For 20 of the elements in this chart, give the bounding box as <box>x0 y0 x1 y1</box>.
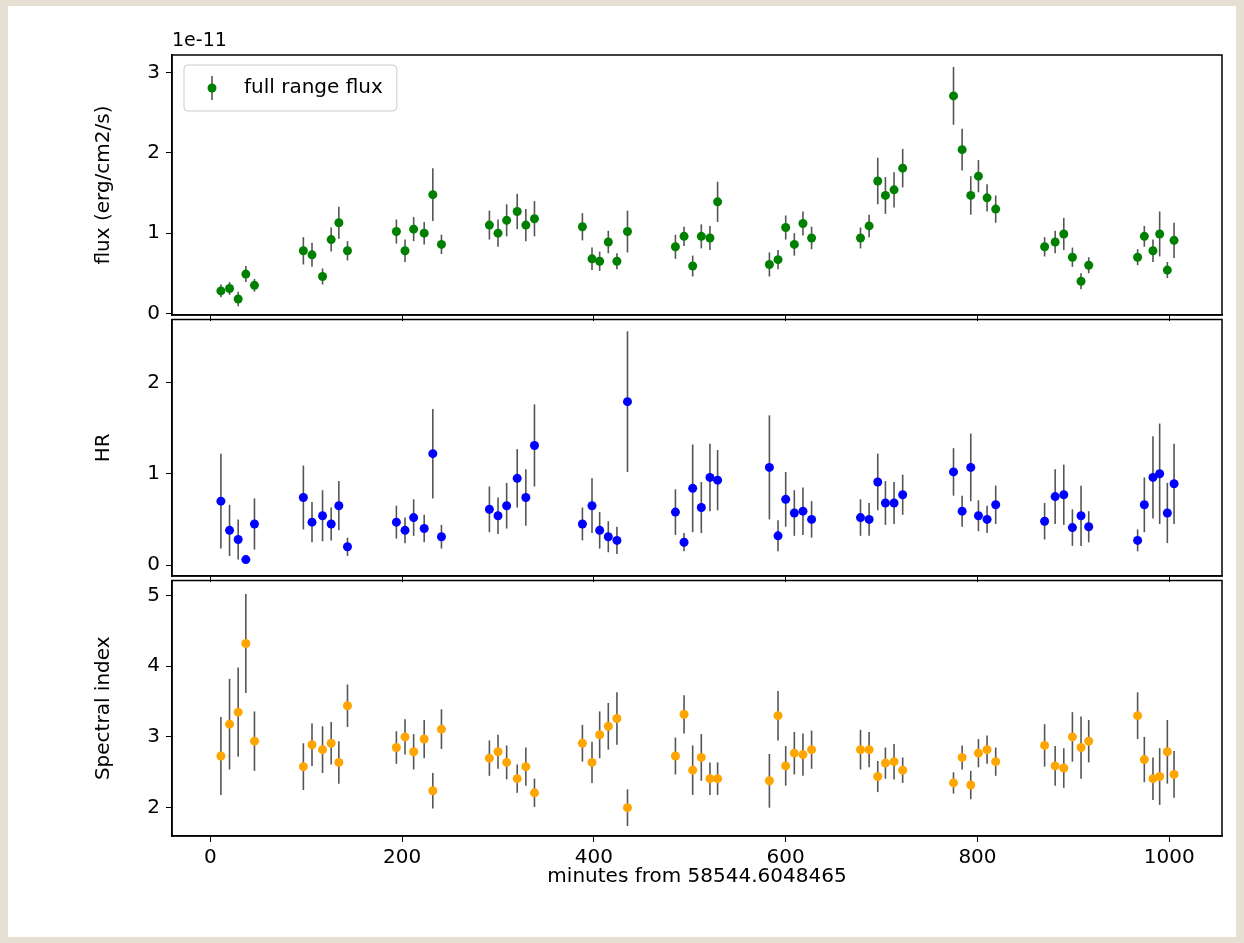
y-axis-title: flux (erg/cm2/s) <box>90 105 115 265</box>
text: 1e-11 <box>172 28 227 51</box>
y-tick-label: 2 <box>147 139 160 164</box>
y-tick-label: 4 <box>147 652 160 677</box>
y-tick-label: 0 <box>147 299 160 324</box>
x-tick-label: 800 <box>958 844 997 869</box>
y-tick-label: 3 <box>147 723 160 748</box>
y-tick-label: 0 <box>147 551 160 576</box>
y-tick-label: 1 <box>147 459 160 484</box>
y-tick-label: 3 <box>147 58 160 83</box>
y-tick-label: 2 <box>147 368 160 393</box>
x-tick-label: 1000 <box>1143 844 1195 869</box>
legend-label: full range flux <box>244 74 383 99</box>
y-axis-title: HR <box>90 433 115 463</box>
y-tick-label: 5 <box>147 581 160 606</box>
y-tick-label: 1 <box>147 219 160 244</box>
y-axis-title: Spectral index <box>90 636 115 781</box>
x-tick-label: 200 <box>383 844 422 869</box>
y-tick-label: 2 <box>147 793 160 818</box>
x-tick-label: 0 <box>203 844 217 869</box>
